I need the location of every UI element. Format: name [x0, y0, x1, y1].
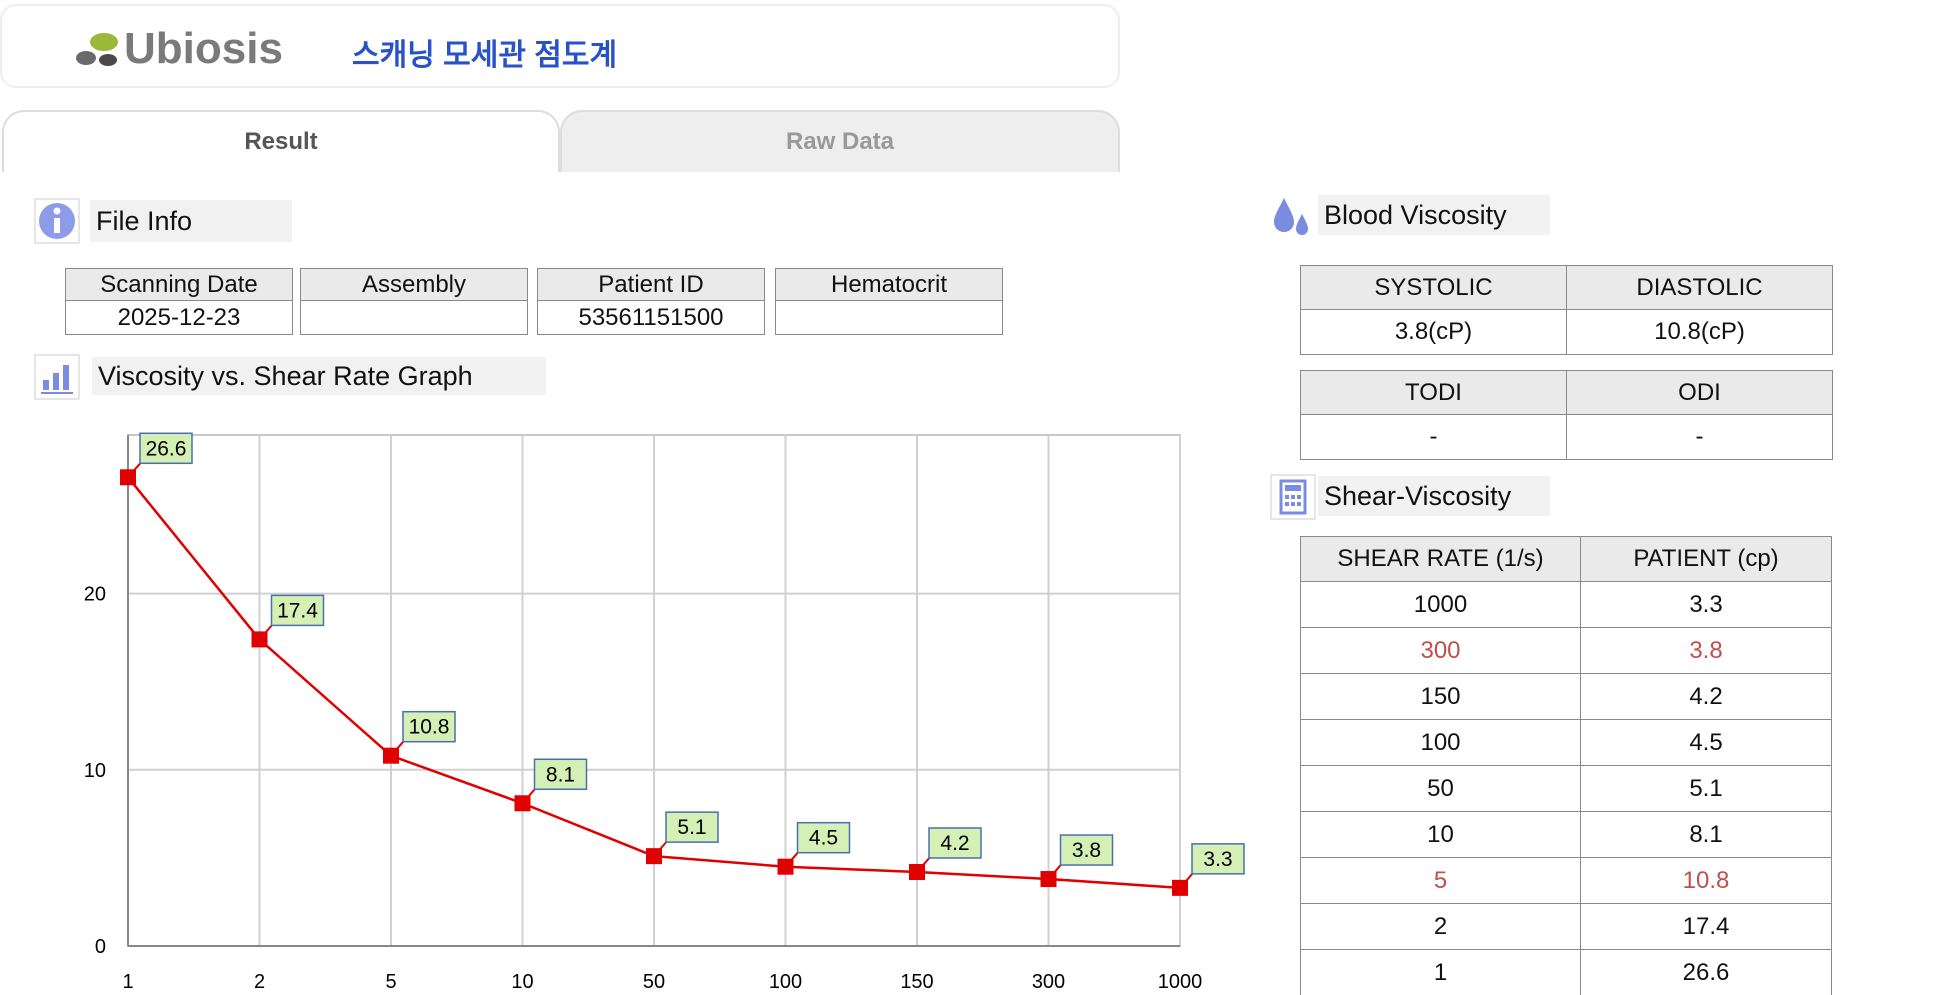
- logo-icon: [76, 33, 118, 66]
- table-cell: 17.4: [1580, 903, 1832, 950]
- table-cell: 4.5: [1580, 719, 1832, 766]
- table-header: Patient ID: [537, 268, 765, 301]
- data-label: 5.1: [677, 816, 706, 839]
- table-cell: 300: [1300, 627, 1581, 674]
- label-box: [139, 432, 193, 465]
- data-label: 10.8: [409, 716, 450, 739]
- table-cell: 50: [1300, 765, 1581, 812]
- label-box: [665, 811, 719, 843]
- data-label: 17.4: [277, 599, 318, 622]
- table-header: Scanning Date: [65, 268, 293, 301]
- section-title: Viscosity vs. Shear Rate Graph: [92, 357, 546, 395]
- section-title: Blood Viscosity: [1318, 195, 1550, 235]
- table-cell: 53561151500: [537, 300, 765, 335]
- table-cell: 2025-12-23: [65, 300, 293, 335]
- data-label: 26.6: [146, 437, 187, 460]
- graph-icon: [34, 354, 80, 400]
- table-cell: 10: [1300, 811, 1581, 858]
- data-label: 4.5: [809, 827, 838, 850]
- data-label: 3.8: [1072, 839, 1101, 862]
- table-cell: 4.2: [1580, 673, 1832, 720]
- label-box: [402, 710, 456, 743]
- x-tick-label: 10: [511, 971, 533, 993]
- tab-result[interactable]: Result: [2, 110, 560, 172]
- table-header: SHEAR RATE (1/s): [1300, 536, 1581, 582]
- label-box: [928, 827, 982, 859]
- info-icon: [34, 198, 80, 244]
- label-box: [796, 821, 851, 854]
- table-cell: 8.1: [1580, 811, 1832, 858]
- y-tick-label: 10: [84, 760, 106, 782]
- x-tick-label: 5: [385, 971, 396, 993]
- x-tick-label: 300: [1032, 971, 1065, 993]
- section-title: File Info: [90, 200, 292, 242]
- tab-raw-data[interactable]: Raw Data: [560, 110, 1120, 172]
- table-cell: 3.8(cP): [1300, 309, 1567, 355]
- table-cell: 1000: [1300, 581, 1581, 628]
- table-header: DIASTOLIC: [1566, 265, 1833, 310]
- y-tick-label: 0: [95, 936, 106, 958]
- chart: 0 10 20 1 2 5 10 50 100 150 300 1000 26.6 17.4 10.8 8.1…: [84, 432, 1245, 993]
- table-cell: 5.1: [1580, 765, 1832, 812]
- table-cell: 26.6: [1580, 949, 1832, 995]
- table-cell: -: [1300, 414, 1567, 460]
- table-cell: [300, 300, 528, 335]
- table-header: PATIENT (cp): [1580, 536, 1832, 582]
- x-tick-label: 2: [254, 971, 265, 993]
- data-label: 4.2: [940, 832, 969, 855]
- section-title: Shear-Viscosity: [1318, 476, 1550, 516]
- table-header: ODI: [1566, 370, 1833, 415]
- table-cell: 100: [1300, 719, 1581, 766]
- table-header: Hematocrit: [775, 268, 1003, 301]
- x-tick-label: 150: [900, 971, 933, 993]
- header: Ubiosis 스캐닝 모세관 점도계: [0, 4, 1120, 88]
- table-cell: -: [1566, 414, 1833, 460]
- x-tick-label: 1000: [1158, 971, 1203, 993]
- table-cell: 10.8: [1580, 857, 1832, 904]
- table-cell: 3.8: [1580, 627, 1832, 674]
- x-tick-label: 1: [122, 971, 133, 993]
- table-cell: 2: [1300, 903, 1581, 950]
- table-cell: 3.3: [1580, 581, 1832, 628]
- table-cell: 5: [1300, 857, 1581, 904]
- table-cell: 150: [1300, 673, 1581, 720]
- x-tick-label: 100: [769, 971, 802, 993]
- data-label: 3.3: [1203, 848, 1232, 871]
- table-cell: [775, 300, 1003, 335]
- table-cell: 1: [1300, 949, 1581, 995]
- label-box: [1059, 834, 1114, 866]
- table-header: SYSTOLIC: [1300, 265, 1567, 310]
- label-box: [1191, 843, 1245, 875]
- table-header: Assembly: [300, 268, 528, 301]
- table-cell: 10.8(cP): [1566, 309, 1833, 355]
- y-tick-label: 20: [84, 584, 106, 606]
- table-header: TODI: [1300, 370, 1567, 415]
- data-label: 8.1: [546, 763, 575, 786]
- label-box: [270, 594, 325, 627]
- calc-icon: [1270, 474, 1316, 520]
- app-title: 스캐닝 모세관 점도계: [352, 39, 618, 72]
- drop-icon: [1274, 198, 1308, 235]
- x-tick-label: 50: [643, 971, 665, 993]
- logo: Ubiosis: [124, 24, 283, 73]
- label-box: [533, 758, 588, 791]
